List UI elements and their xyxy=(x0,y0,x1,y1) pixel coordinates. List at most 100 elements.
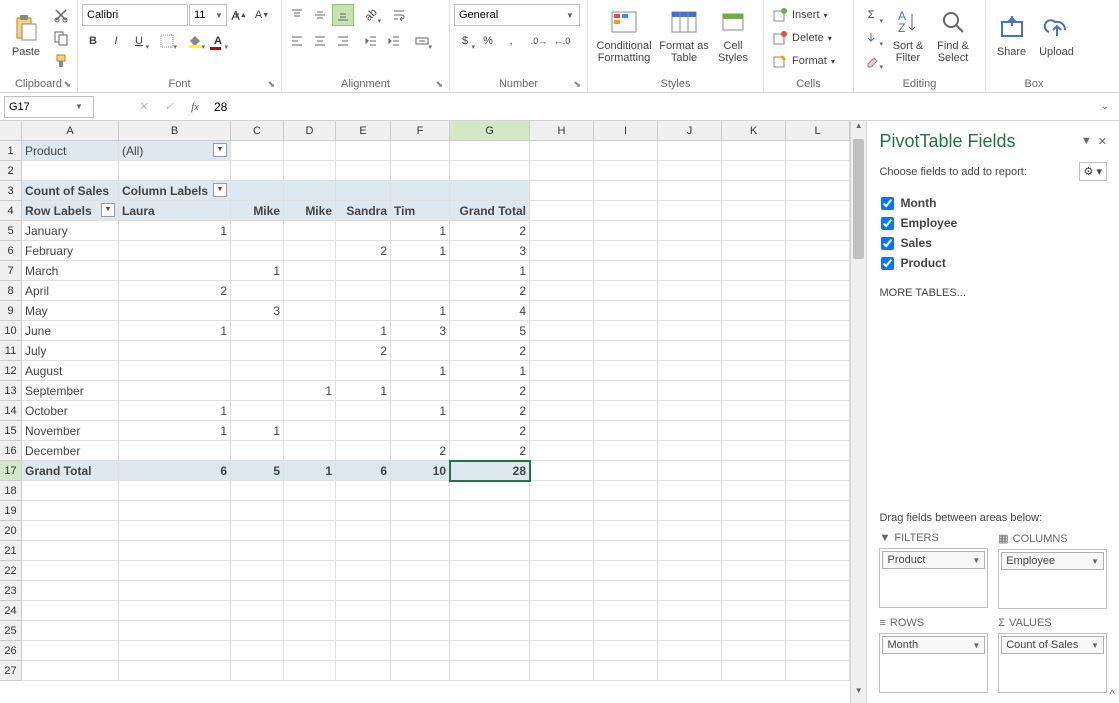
cell[interactable] xyxy=(722,161,786,181)
align-middle-button[interactable] xyxy=(309,4,331,26)
collapse-ribbon-button[interactable]: ^ xyxy=(1109,687,1115,701)
cell[interactable] xyxy=(231,621,284,641)
cell[interactable] xyxy=(231,541,284,561)
cell[interactable] xyxy=(450,621,530,641)
cell[interactable] xyxy=(594,181,658,201)
grid-body[interactable]: 1Product(All)▼23Count of SalesColumn Lab… xyxy=(0,141,850,703)
copy-button[interactable] xyxy=(50,27,72,49)
field-checkbox[interactable] xyxy=(881,197,894,210)
area-item-count[interactable]: Count of Sales▼ xyxy=(1001,636,1104,654)
row-header[interactable]: 15 xyxy=(0,421,22,441)
row-header[interactable]: 4 xyxy=(0,201,22,221)
align-left-button[interactable] xyxy=(286,30,308,52)
cell[interactable] xyxy=(119,381,231,401)
cell[interactable] xyxy=(722,181,786,201)
row-header[interactable]: 12 xyxy=(0,361,22,381)
cell[interactable] xyxy=(450,521,530,541)
cell[interactable] xyxy=(658,181,722,201)
cell[interactable] xyxy=(530,601,594,621)
cell[interactable] xyxy=(22,501,119,521)
cell[interactable] xyxy=(658,221,722,241)
cell[interactable] xyxy=(530,321,594,341)
cell[interactable] xyxy=(336,581,391,601)
cell[interactable] xyxy=(594,381,658,401)
cell[interactable] xyxy=(284,301,336,321)
cell[interactable] xyxy=(658,361,722,381)
cell[interactable] xyxy=(530,621,594,641)
cell[interactable]: March xyxy=(22,261,119,281)
cell[interactable] xyxy=(658,341,722,361)
cell[interactable] xyxy=(658,461,722,481)
cell[interactable] xyxy=(786,441,850,461)
cell[interactable] xyxy=(22,621,119,641)
cell[interactable] xyxy=(530,381,594,401)
row-header[interactable]: 27 xyxy=(0,661,22,681)
cell[interactable] xyxy=(231,361,284,381)
cell[interactable] xyxy=(530,241,594,261)
cell[interactable] xyxy=(658,241,722,261)
insert-button[interactable]: Insert▾ xyxy=(768,4,832,26)
cell[interactable] xyxy=(119,561,231,581)
cell[interactable] xyxy=(722,321,786,341)
cell[interactable] xyxy=(22,581,119,601)
cell[interactable]: (All)▼ xyxy=(119,141,231,161)
spreadsheet-grid[interactable]: ABCDEFGHIJKL 1Product(All)▼23Count of Sa… xyxy=(0,121,850,703)
cell[interactable] xyxy=(284,501,336,521)
align-right-button[interactable] xyxy=(332,30,354,52)
cell[interactable] xyxy=(284,521,336,541)
cell[interactable] xyxy=(722,261,786,281)
cell[interactable] xyxy=(22,601,119,621)
cell[interactable] xyxy=(391,421,450,441)
font-name-combo[interactable]: ▼ xyxy=(82,4,188,26)
cell[interactable] xyxy=(119,441,231,461)
formula-input[interactable] xyxy=(210,100,1091,114)
cell[interactable] xyxy=(391,501,450,521)
cell[interactable] xyxy=(530,581,594,601)
cell[interactable] xyxy=(594,361,658,381)
cell[interactable] xyxy=(530,221,594,241)
autosum-button[interactable]: Σ▾ xyxy=(858,4,884,26)
cell[interactable] xyxy=(786,481,850,501)
fill-color-button[interactable]: ▾ xyxy=(184,30,206,52)
cell[interactable] xyxy=(231,521,284,541)
cell[interactable] xyxy=(786,621,850,641)
cell[interactable] xyxy=(391,621,450,641)
currency-button[interactable]: $▾ xyxy=(454,30,476,52)
cell[interactable] xyxy=(786,561,850,581)
clipboard-launcher[interactable]: ⬊ xyxy=(63,79,71,90)
values-area[interactable]: ΣVALUES Count of Sales▼ xyxy=(998,617,1107,693)
chevron-down-icon[interactable]: ▼ xyxy=(212,11,226,20)
cell[interactable] xyxy=(284,481,336,501)
cell[interactable] xyxy=(594,401,658,421)
field-checkbox[interactable] xyxy=(881,257,894,270)
column-header-L[interactable]: L xyxy=(786,121,850,140)
cell[interactable] xyxy=(231,501,284,521)
cell[interactable]: 5 xyxy=(231,461,284,481)
row-header[interactable]: 1 xyxy=(0,141,22,161)
cell[interactable]: July xyxy=(22,341,119,361)
cell[interactable] xyxy=(391,141,450,161)
cell[interactable] xyxy=(594,321,658,341)
cell[interactable] xyxy=(786,421,850,441)
cell[interactable]: 3 xyxy=(231,301,284,321)
cell[interactable] xyxy=(336,641,391,661)
cell[interactable] xyxy=(450,561,530,581)
chevron-down-icon[interactable]: ▼ xyxy=(75,102,83,111)
cell[interactable] xyxy=(658,381,722,401)
format-as-table-button[interactable]: Format as Table xyxy=(658,2,710,68)
cell[interactable] xyxy=(284,361,336,381)
cell[interactable] xyxy=(119,481,231,501)
cell[interactable] xyxy=(594,341,658,361)
expand-formula-bar-button[interactable]: ⌄ xyxy=(1095,101,1115,112)
cell[interactable] xyxy=(722,281,786,301)
cell[interactable] xyxy=(336,141,391,161)
cell[interactable] xyxy=(391,281,450,301)
row-header[interactable]: 2 xyxy=(0,161,22,181)
cell[interactable] xyxy=(336,181,391,201)
columns-area[interactable]: ▦COLUMNS Employee▼ xyxy=(998,532,1107,609)
cell[interactable] xyxy=(119,621,231,641)
fx-button[interactable]: fx xyxy=(184,96,206,118)
cell[interactable] xyxy=(530,261,594,281)
paste-button[interactable]: Paste xyxy=(4,2,48,68)
cell[interactable] xyxy=(231,561,284,581)
